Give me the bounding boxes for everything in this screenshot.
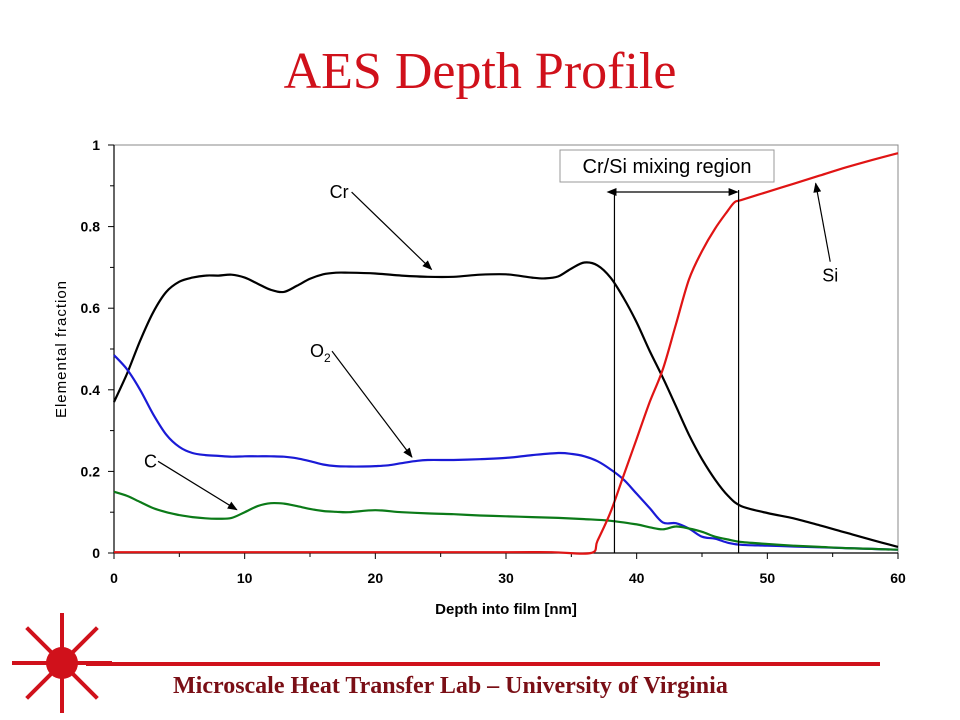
slide-title: AES Depth Profile <box>283 43 677 100</box>
mixing-region-label: Cr/Si mixing region <box>583 156 752 178</box>
x-tick-label: 0 <box>110 570 118 586</box>
series-label-arrow <box>813 182 831 262</box>
series-line-o2 <box>113 354 899 551</box>
series-lines <box>113 152 899 555</box>
x-tick-label: 60 <box>890 570 906 586</box>
series-label-text: O <box>310 341 324 361</box>
logo-ray <box>70 626 99 655</box>
y-tick-label: 1 <box>92 137 100 153</box>
series-label-o: O2 <box>310 341 331 365</box>
logo-core <box>46 647 78 679</box>
series-label-arrow <box>157 460 238 511</box>
y-tick-label: 0.4 <box>81 382 101 398</box>
series-label-cr: Cr <box>330 182 349 202</box>
series-label-si: Si <box>822 266 838 286</box>
y-axis: 0 0.2 0.4 0.6 0.8 1 <box>81 137 115 561</box>
series-label-subscript: 2 <box>324 351 331 365</box>
y-tick-label: 0.6 <box>81 300 101 316</box>
y-axis-label: Elemental fraction <box>53 280 70 418</box>
series-label-text: C <box>144 451 157 471</box>
plot-area-frame <box>113 144 899 554</box>
x-tick-label: 10 <box>237 570 253 586</box>
logo-ray <box>25 671 54 700</box>
series-label-c: C <box>144 451 157 471</box>
annotations: Cr/Si mixing region Cr O2 C Si <box>144 149 838 553</box>
series-label-arrow <box>351 191 433 271</box>
series-line-c <box>113 490 899 551</box>
logo-ray <box>70 671 99 700</box>
y-tick-label: 0 <box>92 545 100 561</box>
x-axis: 0 10 20 30 40 50 60 <box>110 552 906 586</box>
footer-text: Microscale Heat Transfer Lab – Universit… <box>173 673 728 699</box>
series-label-arrow <box>331 350 413 458</box>
series-line-cr <box>113 261 899 548</box>
series-line-si <box>114 152 899 555</box>
series-label-text: Si <box>822 266 838 286</box>
x-tick-label: 20 <box>368 570 384 586</box>
series-label-text: Cr <box>330 182 349 202</box>
logo-ray <box>25 626 54 655</box>
mixing-region-label-box <box>559 149 775 183</box>
x-tick-label: 40 <box>629 570 645 586</box>
y-tick-label: 0.8 <box>81 219 101 235</box>
x-tick-label: 50 <box>760 570 776 586</box>
x-tick-label: 30 <box>498 570 514 586</box>
y-tick-label: 0.2 <box>81 463 101 479</box>
x-axis-label: Depth into film [nm] <box>435 601 577 618</box>
